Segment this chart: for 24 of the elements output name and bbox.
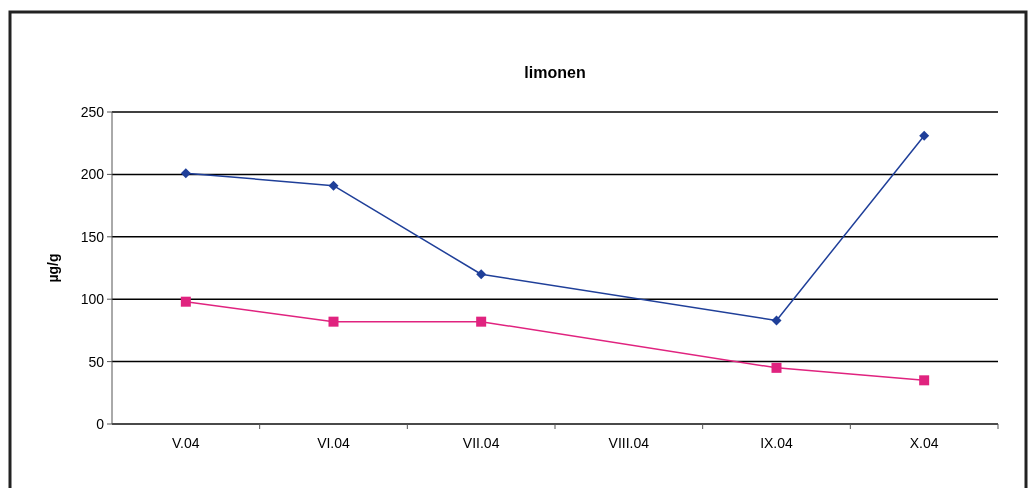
- point: [771, 315, 782, 326]
- y-tick-label: 150: [80, 228, 105, 245]
- y-axis-title: µg/g: [45, 253, 61, 283]
- x-tick-label: VII.04: [462, 435, 500, 451]
- y-tick-label: 200: [80, 166, 105, 183]
- point: [476, 269, 487, 280]
- point: [180, 296, 191, 307]
- x-tick-label: IX.04: [760, 435, 794, 451]
- x-tick-label: VIII.04: [608, 435, 650, 451]
- point: [476, 316, 487, 327]
- point: [919, 130, 930, 141]
- point: [919, 375, 930, 386]
- point: [328, 316, 339, 327]
- chart-title: limonen: [524, 64, 586, 81]
- point: [328, 180, 339, 191]
- x-tick-label: X.04: [909, 435, 939, 451]
- point: [180, 168, 191, 179]
- y-tick-label: 0: [96, 415, 105, 432]
- y-tick-label: 250: [80, 103, 105, 120]
- point: [771, 362, 782, 373]
- x-tick-label: V.04: [172, 435, 200, 451]
- y-tick-label: 100: [80, 291, 105, 308]
- x-tick-label: VI.04: [317, 435, 351, 451]
- y-tick-label: 50: [88, 353, 105, 370]
